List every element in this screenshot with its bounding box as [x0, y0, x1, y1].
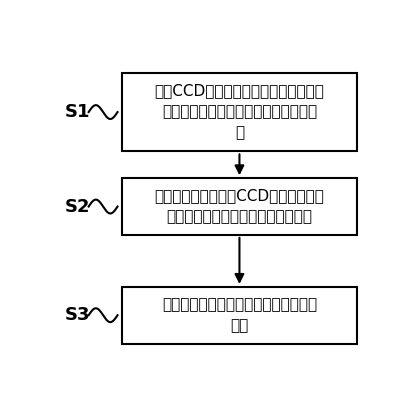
Text: 将图像分析模块的分析结果输出至控制
模块: 将图像分析模块的分析结果输出至控制 模块 — [161, 297, 316, 333]
Text: 通过图像分析模块对CCD对位机构和激
光平整度测量仪拍摄的图像进行分析: 通过图像分析模块对CCD对位机构和激 光平整度测量仪拍摄的图像进行分析 — [154, 189, 324, 225]
Bar — [122, 73, 356, 151]
Text: S1: S1 — [64, 103, 90, 121]
Text: S2: S2 — [64, 198, 90, 216]
Bar — [122, 287, 356, 344]
Bar — [122, 178, 356, 235]
Text: S3: S3 — [64, 306, 90, 324]
Text: 通过CCD对位机构和激光平整度测量仪
分别拍摄柔性电路板和刚性电路板的图
像: 通过CCD对位机构和激光平整度测量仪 分别拍摄柔性电路板和刚性电路板的图 像 — [154, 83, 324, 141]
